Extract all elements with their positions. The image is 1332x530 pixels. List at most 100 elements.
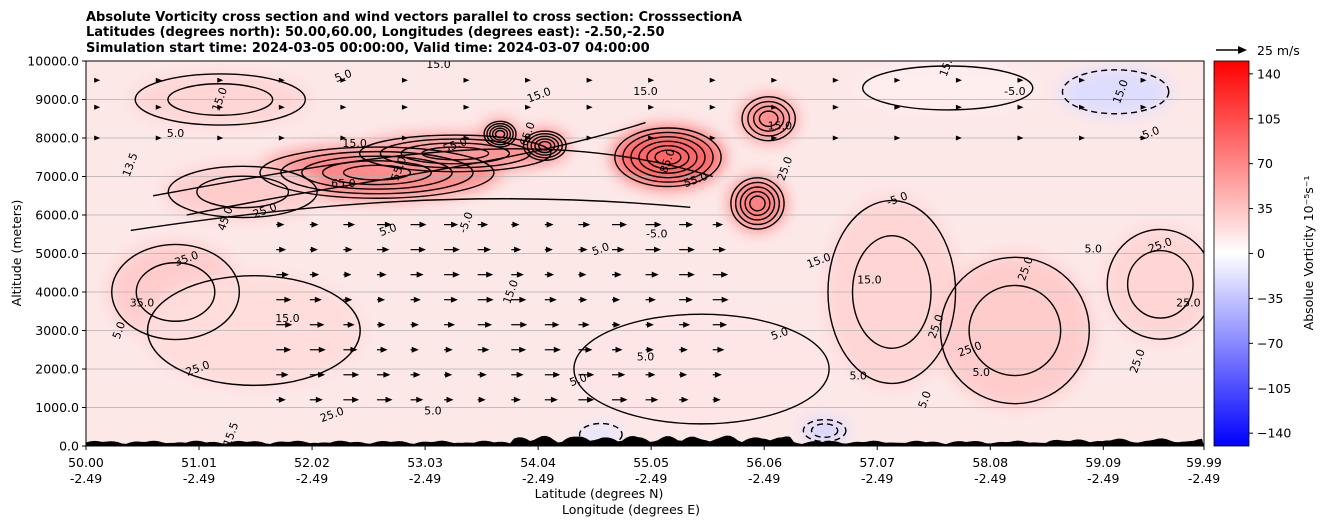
- wind-vector-head: [463, 135, 470, 141]
- wind-vector-head: [721, 271, 729, 278]
- wind-vector-head: [709, 135, 716, 141]
- y-tick-label: 9000.0: [35, 92, 79, 107]
- contour-label: 15.0: [857, 273, 882, 286]
- wind-vector-head: [579, 271, 587, 278]
- wind-vector-head: [585, 346, 593, 353]
- wind-vector-head: [580, 246, 588, 253]
- wind-vector-head: [709, 104, 716, 110]
- wind-vector-head: [445, 346, 453, 353]
- wind-vector-head: [401, 104, 408, 110]
- y-tick-label: 10000.0: [27, 54, 79, 69]
- wind-vector-head: [340, 104, 347, 110]
- wind-vector-head: [653, 246, 661, 253]
- wind-vector-head: [582, 321, 590, 328]
- wind-vector-head: [1017, 77, 1024, 83]
- x-axis-label-latitude: Latitude (degrees N): [535, 486, 664, 501]
- wind-vector-head: [340, 77, 347, 83]
- contour-label: 65.0: [331, 177, 356, 190]
- wind-vector-head: [450, 296, 458, 303]
- wind-vector-head: [481, 221, 489, 228]
- wind-vector-head: [155, 104, 162, 110]
- wind-vector-head: [614, 271, 622, 278]
- colorbar-tick-label: −105: [1257, 381, 1291, 396]
- contour-line: [1106, 228, 1204, 340]
- wind-vector-head: [340, 135, 347, 141]
- wind-vector-head: [281, 371, 289, 378]
- wind-vector-head: [832, 77, 839, 83]
- plot-area: 13.535.035.045.0 25.065.055.055.015.015.0…: [86, 61, 1204, 446]
- wind-vector-head: [347, 321, 355, 328]
- contour-label: 5.0: [769, 325, 790, 343]
- contour-label: 5.0: [1084, 243, 1102, 256]
- wind-vector-head: [646, 346, 654, 353]
- wind-vector-head: [413, 371, 421, 378]
- contour-line: [486, 122, 514, 146]
- wind-vector-head: [547, 271, 555, 278]
- wind-vector-head: [1017, 135, 1024, 141]
- wind-vector-head: [463, 77, 470, 83]
- x-tick-label-longitude: -2.49: [296, 471, 328, 486]
- y-tick-label: 1000.0: [35, 400, 79, 415]
- wind-vector-head: [411, 346, 419, 353]
- wind-vector-head: [955, 104, 962, 110]
- wind-vector-head: [318, 346, 326, 353]
- wind-vector-head: [312, 271, 320, 278]
- contour-line: [810, 423, 839, 439]
- wind-vector-head: [1140, 135, 1147, 141]
- contour-label: 5.0: [590, 240, 611, 258]
- wind-vector-head: [401, 135, 408, 141]
- colorbar-tick-label: 35: [1257, 201, 1273, 216]
- contour-line: [730, 177, 785, 230]
- contour-line: [134, 73, 307, 126]
- wind-vector-head: [720, 321, 728, 328]
- wind-vector-head: [486, 296, 494, 303]
- wind-vector-head: [155, 77, 162, 83]
- chart-title: Absolute Vorticity cross section and win…: [86, 10, 742, 56]
- wind-vector-head: [380, 346, 388, 353]
- wind-vector-head: [520, 321, 528, 328]
- wind-vector-head: [452, 271, 460, 278]
- wind-vector-head: [278, 77, 285, 83]
- contour-label: 5.0: [424, 404, 442, 417]
- wind-vector-head: [382, 246, 390, 253]
- contour-line: [744, 190, 771, 217]
- wind-vector-head: [549, 296, 557, 303]
- wind-vector-head: [413, 296, 421, 303]
- contour-line: [494, 129, 506, 139]
- wind-vector-head: [646, 321, 654, 328]
- wind-vector-head: [516, 371, 524, 378]
- title-line-3: Simulation start time: 2024-03-05 00:00:…: [86, 41, 650, 56]
- wind-vector-head: [479, 371, 487, 378]
- wind-vector-head: [446, 396, 454, 403]
- wind-vector-head: [680, 346, 688, 353]
- contour-line: [1126, 249, 1194, 319]
- wind-vector-head: [519, 296, 527, 303]
- contour-label: -5.0: [1004, 85, 1025, 98]
- x-tick-label-latitude: 53.03: [407, 455, 443, 470]
- contour-line: [861, 65, 1034, 111]
- contour-line: [400, 142, 511, 165]
- wind-vector-head: [516, 271, 524, 278]
- wind-vector-head: [277, 221, 285, 228]
- wind-vector-head: [716, 221, 724, 228]
- wind-vector-head: [416, 396, 424, 403]
- wind-vector-head: [683, 321, 691, 328]
- wind-vector-head: [418, 246, 426, 253]
- x-tick-label-latitude: 51.01: [181, 455, 217, 470]
- wind-vector-head: [485, 321, 493, 328]
- x-tick-label-latitude: 55.05: [633, 455, 669, 470]
- wind-vector-head: [525, 77, 532, 83]
- x-tick-label-latitude: 56.06: [746, 455, 782, 470]
- wind-vector-head: [352, 371, 360, 378]
- x-axis: 50.00-2.4951.01-2.4952.02-2.4953.03-2.49…: [68, 446, 1222, 486]
- wind-vector-head: [155, 135, 162, 141]
- y-tick-label: 2000.0: [35, 362, 79, 377]
- wind-vector-head: [709, 77, 716, 83]
- contour-line: [135, 262, 216, 322]
- wind-vector-head: [383, 371, 391, 378]
- contour-line: [622, 131, 714, 183]
- contour-line: [827, 199, 957, 385]
- wind-vector-head: [552, 321, 560, 328]
- x-tick-label-longitude: -2.49: [1188, 471, 1220, 486]
- wind-vector-head: [620, 396, 628, 403]
